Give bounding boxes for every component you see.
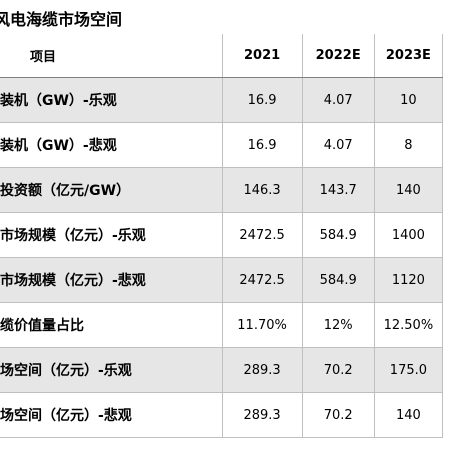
cell: 12.50%: [374, 302, 444, 348]
table-row: 装机（GW）-悲观 16.9 4.07 8: [0, 122, 444, 168]
cell: 584.9: [302, 212, 375, 258]
cell: 1400: [374, 212, 444, 258]
row-label: 缆价值量占比: [0, 302, 223, 348]
cell: 16.9: [222, 122, 303, 168]
header-cell: 2021: [222, 34, 303, 78]
cell: 2472.5: [222, 212, 303, 258]
cell: 143.7: [302, 167, 375, 213]
cell: 70.2: [302, 347, 375, 393]
row-label: 场空间（亿元）-悲观: [0, 392, 223, 438]
cell: 4.07: [302, 77, 375, 123]
header-cell: 2022E: [302, 34, 375, 78]
header-cell: 2023E: [374, 34, 444, 78]
cell: 1120: [374, 257, 444, 303]
table-row: 市场规模（亿元）-悲观 2472.5 584.9 1120: [0, 257, 444, 303]
row-label: 市场规模（亿元）-悲观: [0, 257, 223, 303]
cell: 175.0: [374, 347, 444, 393]
cell: 16.9: [222, 77, 303, 123]
table-row: 投资额（亿元/GW） 146.3 143.7 140: [0, 167, 444, 213]
cell: 70.2: [302, 392, 375, 438]
header-cell: 项目: [0, 34, 223, 78]
cell: 11.70%: [222, 302, 303, 348]
row-label: 投资额（亿元/GW）: [0, 167, 223, 213]
cell: 140: [374, 167, 444, 213]
cell: 289.3: [222, 392, 303, 438]
cell: 12%: [302, 302, 375, 348]
cell: 4.07: [302, 122, 375, 168]
cell: 140: [374, 392, 444, 438]
cell: 8: [374, 122, 444, 168]
cell: 584.9: [302, 257, 375, 303]
table-row: 场空间（亿元）-悲观 289.3 70.2 140: [0, 392, 444, 438]
cell: 289.3: [222, 347, 303, 393]
cell: 10: [374, 77, 444, 123]
header-row: 项目 2021 2022E 2023E: [0, 34, 444, 78]
row-label: 场空间（亿元）-乐观: [0, 347, 223, 393]
table-row: 缆价值量占比 11.70% 12% 12.50%: [0, 302, 444, 348]
row-label: 装机（GW）-悲观: [0, 122, 223, 168]
table-row: 场空间（亿元）-乐观 289.3 70.2 175.0: [0, 347, 444, 393]
cell: 146.3: [222, 167, 303, 213]
cell: 2472.5: [222, 257, 303, 303]
table-row: 市场规模（亿元）-乐观 2472.5 584.9 1400: [0, 212, 444, 258]
row-label: 市场规模（亿元）-乐观: [0, 212, 223, 258]
row-label: 装机（GW）-乐观: [0, 77, 223, 123]
table-row: 装机（GW）-乐观 16.9 4.07 10: [0, 77, 444, 123]
data-table: 项目 2021 2022E 2023E 装机（GW）-乐观 16.9 4.07 10 装机（G…: [0, 34, 444, 438]
title: 风电海缆市场空间: [0, 10, 123, 29]
